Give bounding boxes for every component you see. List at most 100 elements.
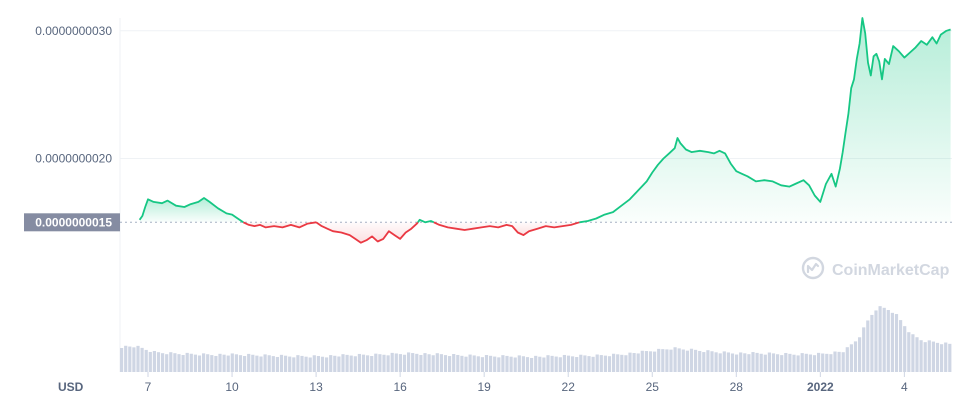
volume-bar	[292, 357, 296, 372]
volume-bar	[767, 352, 771, 372]
volume-bar	[222, 354, 226, 372]
volume-bar	[456, 354, 460, 372]
price-line-up	[579, 17, 951, 224]
volume-bar	[460, 355, 464, 372]
volume-bar	[308, 357, 312, 372]
volume-bar	[685, 350, 689, 372]
volume-bar	[398, 354, 402, 372]
volume-bar	[620, 354, 624, 372]
volume-bar	[931, 341, 935, 372]
volume-bar	[554, 356, 558, 372]
volume-bar	[476, 356, 480, 372]
volume-bar	[247, 353, 251, 372]
volume-bar	[394, 353, 398, 372]
price-line-down	[242, 221, 317, 229]
volume-bar	[890, 312, 894, 372]
volume-bar	[632, 353, 636, 372]
volume-bar	[603, 355, 607, 372]
volume-bar	[271, 356, 275, 372]
volume-bar	[935, 342, 940, 372]
volume-bar	[825, 353, 829, 372]
volume-bar	[218, 353, 222, 372]
baseline-label-box	[24, 213, 120, 232]
volume-bar	[878, 306, 882, 372]
volume-bar	[427, 354, 431, 372]
volume-bar	[128, 346, 132, 372]
volume-bar	[566, 355, 571, 372]
volume-bar	[948, 343, 952, 372]
volume-bar	[279, 354, 284, 372]
volume-bar	[730, 353, 735, 372]
volume-bar	[755, 352, 759, 372]
volume-bar	[833, 351, 837, 372]
volume-bar	[148, 351, 152, 372]
volume-bar	[788, 353, 792, 372]
volume-bar	[521, 356, 525, 372]
volume-bar	[899, 320, 903, 372]
volume-bar	[562, 354, 566, 372]
volume-bar	[751, 352, 755, 372]
volume-bar	[353, 356, 357, 372]
volume-bar	[501, 355, 505, 372]
volume-bar	[792, 354, 796, 372]
volume-bar	[763, 354, 767, 372]
volume-bar	[370, 356, 374, 372]
volume-bar	[648, 351, 653, 372]
volume-bar	[255, 355, 259, 372]
volume-bar	[226, 355, 230, 372]
volume-bar	[550, 355, 554, 372]
volume-bar	[780, 355, 784, 372]
volume-bar	[181, 355, 185, 372]
price-line-up	[138, 197, 244, 224]
volume-bar	[431, 355, 435, 372]
volume-bar	[452, 354, 456, 372]
volume-bar	[612, 353, 616, 372]
volume-bar	[681, 349, 685, 372]
price-line-down	[433, 221, 580, 236]
volume-bar	[624, 355, 628, 372]
volume-bar	[903, 326, 907, 372]
volume-bar	[378, 354, 382, 372]
volume-bar	[320, 356, 325, 372]
volume-bar	[366, 355, 370, 372]
volume-bar	[288, 356, 292, 372]
volume-bar	[197, 355, 202, 372]
volume-bar	[796, 355, 800, 372]
volume-bar	[800, 353, 804, 372]
y-tick-label: 0.0000000020	[35, 151, 112, 165]
volume-bar	[304, 356, 308, 372]
volume-bar	[808, 354, 812, 372]
area-down	[316, 222, 418, 243]
volume-bar	[234, 354, 238, 372]
volume-bar	[165, 354, 169, 372]
volume-bar	[940, 344, 944, 372]
volume-bar	[341, 354, 345, 372]
price-line	[138, 17, 951, 244]
volume-bar	[579, 354, 583, 372]
volume-bar	[718, 353, 722, 372]
volume-bar	[259, 356, 263, 372]
volume-bar	[390, 352, 394, 372]
volume-bar	[120, 348, 124, 372]
volume-bar	[193, 354, 197, 372]
volume-bar	[177, 354, 181, 372]
volume-bar	[837, 351, 841, 372]
volume-bar	[419, 354, 423, 372]
volume-bar	[747, 354, 751, 372]
volume-bar	[152, 350, 156, 372]
x-tick-label: 2022	[807, 380, 834, 394]
volume-bar	[407, 352, 411, 372]
volume-bar	[907, 332, 911, 372]
area-down	[433, 222, 580, 236]
volume-bar	[464, 356, 468, 372]
volume-bar	[349, 355, 353, 372]
volume-bar	[505, 355, 509, 372]
volume-bar	[124, 345, 128, 372]
volume-bar	[812, 355, 817, 372]
volume-bars	[120, 306, 952, 372]
volume-bar	[337, 356, 341, 372]
volume-bar	[513, 357, 517, 372]
volume-bar	[448, 356, 452, 372]
